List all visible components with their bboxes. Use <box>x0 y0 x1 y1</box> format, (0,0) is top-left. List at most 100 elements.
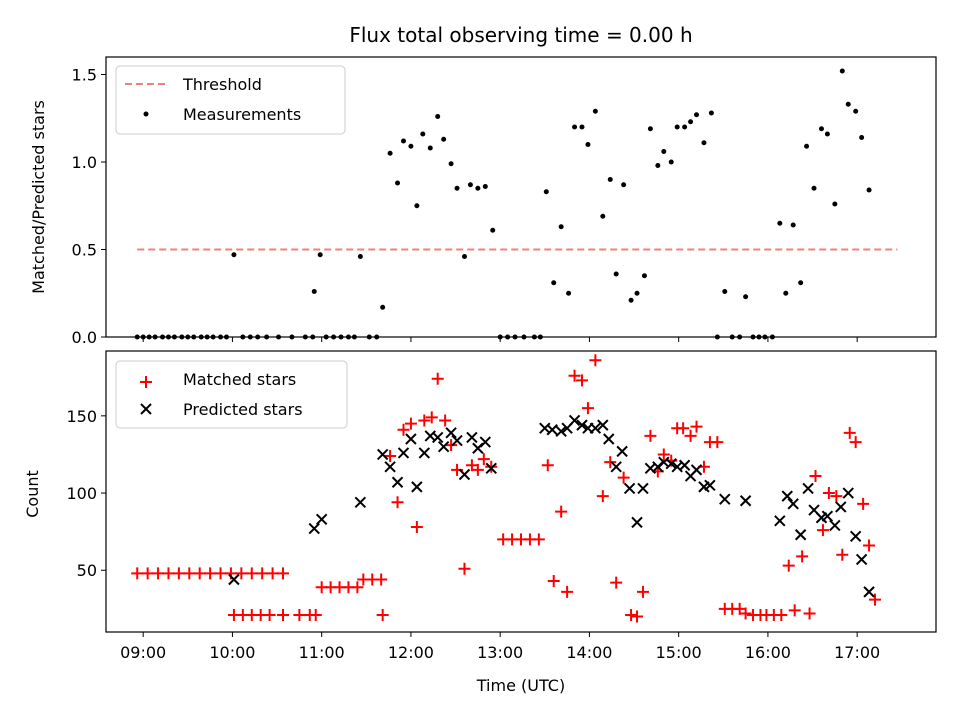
matched-star-point <box>277 567 290 580</box>
predicted-star-point <box>308 522 320 535</box>
measurement-point <box>551 280 557 286</box>
measurement-point <box>777 220 783 226</box>
matched-star-point <box>684 429 697 442</box>
predicted-star-point <box>431 431 444 444</box>
predicted-star-point <box>228 573 240 586</box>
bottom-panel-frame <box>105 350 937 633</box>
measurement-point <box>722 289 728 294</box>
matched-star-point <box>843 426 856 439</box>
legend-threshold-label: Threshold <box>182 75 262 94</box>
predicted-star-point <box>719 493 731 505</box>
predicted-star-point <box>546 424 558 436</box>
legend-matched-swatch <box>140 376 152 388</box>
predicted-star-point <box>479 436 492 448</box>
predicted-star-point <box>821 510 834 522</box>
predicted-star-point <box>451 434 463 447</box>
predicted-star-point <box>376 448 389 461</box>
measurement-point <box>866 187 872 193</box>
measurement-point <box>231 252 237 258</box>
bottom-legend-box <box>115 360 348 429</box>
matched-star-point <box>172 567 185 580</box>
measurement-point <box>600 213 606 219</box>
matched-star-point <box>152 567 165 580</box>
bottom-xtick-label: 14:00 <box>566 643 612 662</box>
measurement-point <box>558 224 564 230</box>
measurement-point <box>387 150 393 156</box>
predicted-star-point <box>739 495 752 507</box>
predicted-star-point <box>855 553 868 566</box>
predicted-star-point <box>597 419 609 431</box>
predicted-star-point <box>437 441 450 453</box>
top-panel-legend: Threshold Measurements <box>115 65 346 135</box>
matched-star-point <box>141 567 154 580</box>
bottom-xtick-label: 15:00 <box>656 643 702 662</box>
predicted-star-point <box>842 487 854 499</box>
matched-star-point <box>445 439 458 452</box>
predicted-star-point <box>384 461 396 473</box>
matched-star-point <box>131 567 144 580</box>
matched-star-point <box>631 610 644 623</box>
measurement-point <box>798 280 804 286</box>
matched-star-point <box>351 581 364 594</box>
measurement-point <box>448 161 454 167</box>
matched-star-point <box>391 496 404 509</box>
measurement-point <box>400 138 406 144</box>
matched-star-point <box>581 402 594 415</box>
matched-star-point <box>183 567 196 580</box>
measurement-point <box>572 124 578 130</box>
bottom-panel: 50 100 150 09:00 10:00 11:00 12:00 13:00 14:00 15… <box>23 350 937 695</box>
predicted-star-point <box>397 447 410 459</box>
matched-star-point <box>568 369 581 382</box>
matched-star-point <box>193 567 206 580</box>
matched-star-point <box>625 609 638 622</box>
bottom-xtick-label: 12:00 <box>388 643 434 662</box>
measurement-point <box>832 201 838 207</box>
measurement-point <box>475 185 481 191</box>
matched-star-point <box>711 436 724 449</box>
predicted-star-point <box>418 447 431 459</box>
bottom-xtick-label: 09:00 <box>120 643 166 662</box>
measurement-point <box>427 145 433 151</box>
measurement-point <box>414 203 420 209</box>
bottom-ytick-label: 150 <box>66 407 97 426</box>
legend-measurements-label: Measurements <box>183 105 301 124</box>
matched-star-point <box>418 414 431 427</box>
matched-star-point <box>532 533 545 546</box>
predicted-star-point <box>690 464 703 476</box>
matched-star-point <box>803 607 816 620</box>
predicted-star-point <box>623 482 636 495</box>
predicted-star-point <box>849 530 862 542</box>
bottom-panel-legend: Matched stars Predicted stars <box>115 360 348 429</box>
predicted-star-point <box>555 425 567 437</box>
measurement-point <box>613 271 619 277</box>
matched-star-point <box>836 548 849 561</box>
legend-predicted-swatch <box>140 403 152 415</box>
measurement-point <box>674 124 680 130</box>
legend-predicted-label: Predicted stars <box>183 400 303 419</box>
matched-star-point <box>739 607 752 620</box>
measurement-point <box>454 185 460 191</box>
bottom-xtick-label: 13:00 <box>477 643 523 662</box>
matched-star-point <box>439 414 452 427</box>
top-panel-marks: 0.0 0.5 1.0 1.5 <box>72 66 898 347</box>
measurement-point <box>661 149 667 154</box>
top-panel-frame <box>105 56 937 338</box>
measurement-point <box>482 184 488 189</box>
matched-star-point <box>690 420 703 433</box>
predicted-star-point <box>568 414 581 427</box>
predicted-star-point <box>787 498 799 510</box>
measurement-point <box>461 254 467 259</box>
matched-star-point <box>604 456 617 469</box>
measurement-point <box>804 143 810 149</box>
matched-star-point <box>788 604 801 617</box>
matched-star-point <box>384 449 397 462</box>
matched-star-point <box>404 417 417 430</box>
predicted-star-point <box>616 445 628 458</box>
measurement-point <box>845 101 851 107</box>
matched-star-point <box>266 567 279 580</box>
bottom-panel-marks: 50 100 150 09:00 10:00 11:00 12:00 13:00 14:00 15… <box>66 354 882 662</box>
predicted-star-point <box>466 431 478 444</box>
measurement-point <box>839 68 845 74</box>
measurement-point <box>435 114 441 119</box>
matched-star-point <box>617 471 630 484</box>
